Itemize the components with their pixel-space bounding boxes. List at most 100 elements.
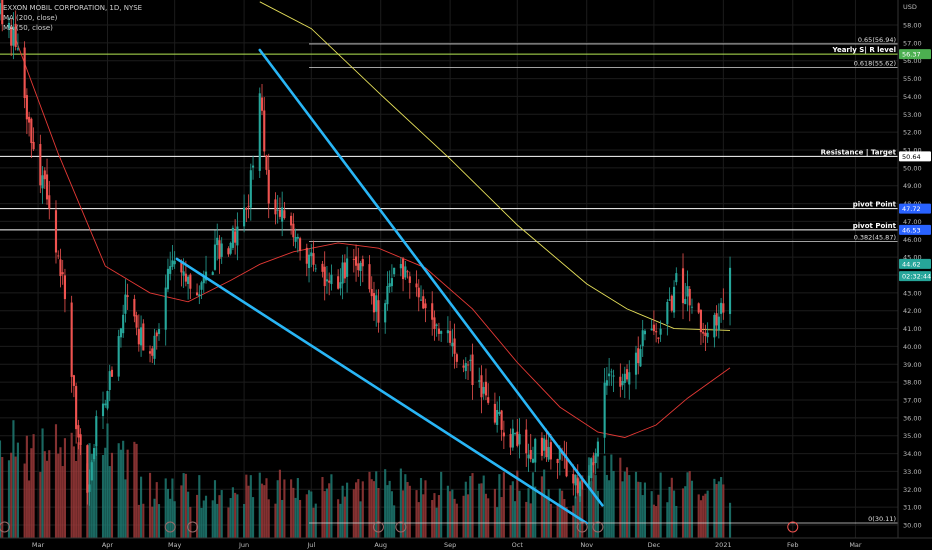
candle-body xyxy=(464,363,467,372)
candle-body xyxy=(45,174,49,200)
candle-body xyxy=(478,380,481,382)
volume-bar xyxy=(509,485,512,538)
fibonacci-levels[interactable]: 0.65(56.94) 0.618(55.62) 0.382(45.87) 0(30.… xyxy=(309,36,898,524)
candle-body xyxy=(686,286,689,297)
volume-bar xyxy=(234,492,237,538)
candle-body xyxy=(572,474,575,484)
candle-body xyxy=(484,381,488,396)
volume-bar xyxy=(634,471,638,538)
trendlines[interactable] xyxy=(175,48,604,525)
volume-bar xyxy=(321,476,324,538)
candle-body xyxy=(713,314,716,338)
volume-bar xyxy=(59,447,62,538)
candle-body xyxy=(171,260,174,267)
trendline xyxy=(175,257,589,525)
candle-body xyxy=(621,381,624,386)
volume-bar xyxy=(623,471,626,538)
candle-body xyxy=(23,47,26,99)
price-badge-label: 46.53 xyxy=(902,226,921,234)
candle-body xyxy=(462,365,465,368)
candle-body xyxy=(173,260,176,265)
candle-body xyxy=(39,144,42,186)
candle-body xyxy=(587,475,591,486)
price-badge xyxy=(899,203,931,214)
volume-bar xyxy=(502,472,505,538)
candle-body xyxy=(466,364,470,366)
candle-body xyxy=(86,445,89,493)
volume-bar xyxy=(283,479,286,538)
candle-body xyxy=(612,375,615,377)
candle-body xyxy=(547,446,550,460)
price-axis[interactable]: 29.0030.0031.0032.0033.0034.0035.0036.00… xyxy=(897,0,932,550)
candle-body xyxy=(500,410,503,430)
horizontal-levels[interactable]: Yearly S| R level Resistance | Target pivo… xyxy=(0,46,898,231)
candle-body xyxy=(404,266,407,278)
candle-body xyxy=(290,215,293,226)
event-marker xyxy=(395,521,407,533)
volume-bar xyxy=(431,500,434,538)
volume-bar xyxy=(684,486,687,538)
event-markers[interactable] xyxy=(0,521,799,533)
volume-bar xyxy=(625,467,629,538)
candle-body xyxy=(498,411,501,415)
candle-body xyxy=(337,276,340,289)
volume-bar xyxy=(643,482,647,538)
time-axis[interactable]: Mar Apr May Jun Jul Aug Sep Oct Nov Dec 2021 Feb Mar xyxy=(0,537,932,550)
volume-bar xyxy=(14,456,17,538)
event-marker xyxy=(187,521,199,533)
volume-bar xyxy=(296,478,299,538)
candle-body xyxy=(637,348,640,364)
volume-bar xyxy=(686,472,689,538)
volume-bar xyxy=(377,488,380,538)
volume-bar xyxy=(32,434,35,538)
volume-bar xyxy=(1,457,4,538)
volume-bar xyxy=(657,494,660,538)
candle-body xyxy=(187,276,190,284)
volume-bar xyxy=(104,447,107,538)
candle-body xyxy=(480,375,483,398)
candle-body xyxy=(155,332,158,337)
volume-bar xyxy=(558,488,561,538)
candle-body xyxy=(527,454,530,459)
volume-bar xyxy=(565,507,568,538)
volume-bar xyxy=(516,470,519,538)
volume-bar xyxy=(126,449,129,538)
candle-body xyxy=(393,267,396,275)
time-tick-label: Apr xyxy=(102,541,114,549)
volume-bar xyxy=(323,491,326,538)
volume-bar xyxy=(702,495,705,538)
volume-bar xyxy=(652,504,655,538)
volume-bar xyxy=(655,506,658,538)
candle-body xyxy=(142,323,145,351)
volume-bar xyxy=(28,480,31,538)
candle-body xyxy=(431,303,434,320)
time-tick-label: May xyxy=(168,541,182,549)
volume-bar xyxy=(276,480,279,538)
candle-body xyxy=(294,236,297,242)
volume-bar xyxy=(133,441,136,538)
volume-bar xyxy=(581,475,584,538)
volume-bar xyxy=(446,485,449,538)
volume-bar xyxy=(328,483,331,538)
price-tick-label: 35.00 xyxy=(903,432,922,440)
price-tick-label: 43.00 xyxy=(903,289,922,297)
candle-body xyxy=(43,170,46,180)
volume-bar xyxy=(496,507,499,538)
volume-bar xyxy=(375,471,378,538)
volume-bar xyxy=(728,502,732,538)
volume-bar xyxy=(469,476,472,538)
candle-body xyxy=(375,295,378,312)
candle-body xyxy=(435,324,438,326)
candle-body xyxy=(608,373,611,377)
candle-body xyxy=(361,259,364,267)
volume-bar xyxy=(390,491,393,538)
volume-bar xyxy=(587,457,591,538)
volume-bar xyxy=(402,490,405,538)
candle-body xyxy=(236,226,239,246)
volume-bar xyxy=(699,500,702,538)
candle-body xyxy=(204,271,208,281)
candle-body xyxy=(605,380,608,386)
volume-bar xyxy=(713,478,716,538)
volume-bar xyxy=(310,491,313,538)
